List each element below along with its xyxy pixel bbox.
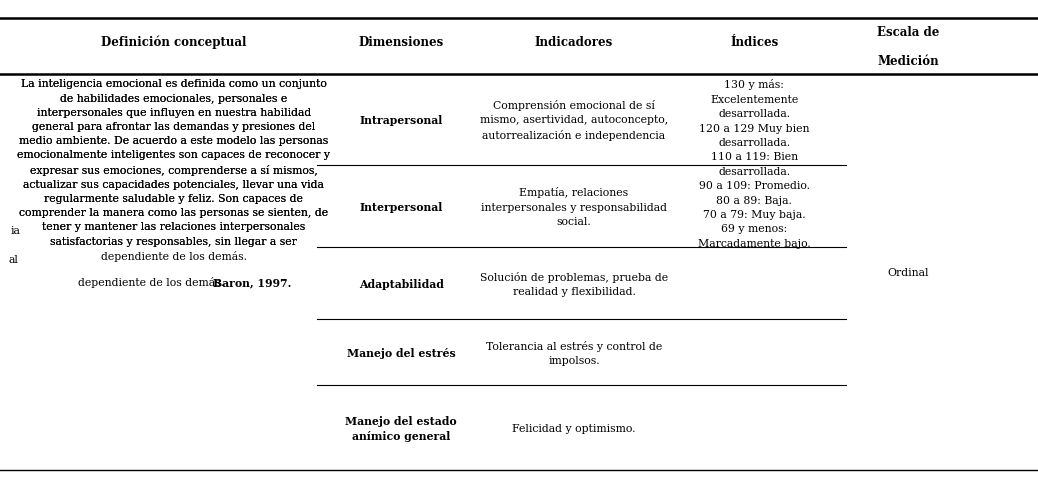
- Text: Indicadores: Indicadores: [535, 36, 613, 48]
- Text: Índices: Índices: [730, 36, 778, 48]
- Text: Solución de problemas, prueba de
realidad y flexibilidad.: Solución de problemas, prueba de realida…: [480, 271, 668, 296]
- Text: Ordinal: Ordinal: [887, 267, 929, 277]
- Text: Definición conceptual: Definición conceptual: [101, 35, 247, 49]
- Text: Medición: Medición: [877, 55, 939, 68]
- Text: Comprensión emocional de sí
mismo, asertividad, autoconcepto,
autorrealización e: Comprensión emocional de sí mismo, asert…: [480, 99, 668, 141]
- Text: Manejo del estado
anímico general: Manejo del estado anímico general: [346, 415, 457, 441]
- Text: Felicidad y optimismo.: Felicidad y optimismo.: [513, 423, 635, 433]
- Text: Tolerancia al estrés y control de
impolsos.: Tolerancia al estrés y control de impols…: [486, 340, 662, 365]
- Text: ia: ia: [10, 226, 21, 235]
- Text: Interpersonal: Interpersonal: [359, 201, 443, 212]
- Text: Adaptabilidad: Adaptabilidad: [359, 278, 443, 289]
- Text: Baron, 1997.: Baron, 1997.: [213, 276, 291, 288]
- Text: La inteligencia emocional es definida como un conjunto
de habilidades emocionale: La inteligencia emocional es definida co…: [18, 79, 330, 262]
- Text: 130 y más:
Excelentemente
desarrollada.
120 a 129 Muy bien
desarrollada.
110 a 1: 130 y más: Excelentemente desarrollada. …: [698, 79, 811, 248]
- Text: Escala de: Escala de: [877, 26, 939, 39]
- Text: dependiente de los demás.: dependiente de los demás.: [78, 276, 228, 288]
- Text: Dimensiones: Dimensiones: [358, 36, 444, 48]
- Text: Empatía, relaciones
interpersonales y responsabilidad
social.: Empatía, relaciones interpersonales y re…: [481, 187, 667, 227]
- Text: La inteligencia emocional es definida como un conjunto
de habilidades emocionale: La inteligencia emocional es definida co…: [18, 79, 330, 246]
- Text: Manejo del estrés: Manejo del estrés: [347, 347, 456, 358]
- Text: Intrapersonal: Intrapersonal: [359, 115, 443, 125]
- Text: al: al: [8, 254, 19, 264]
